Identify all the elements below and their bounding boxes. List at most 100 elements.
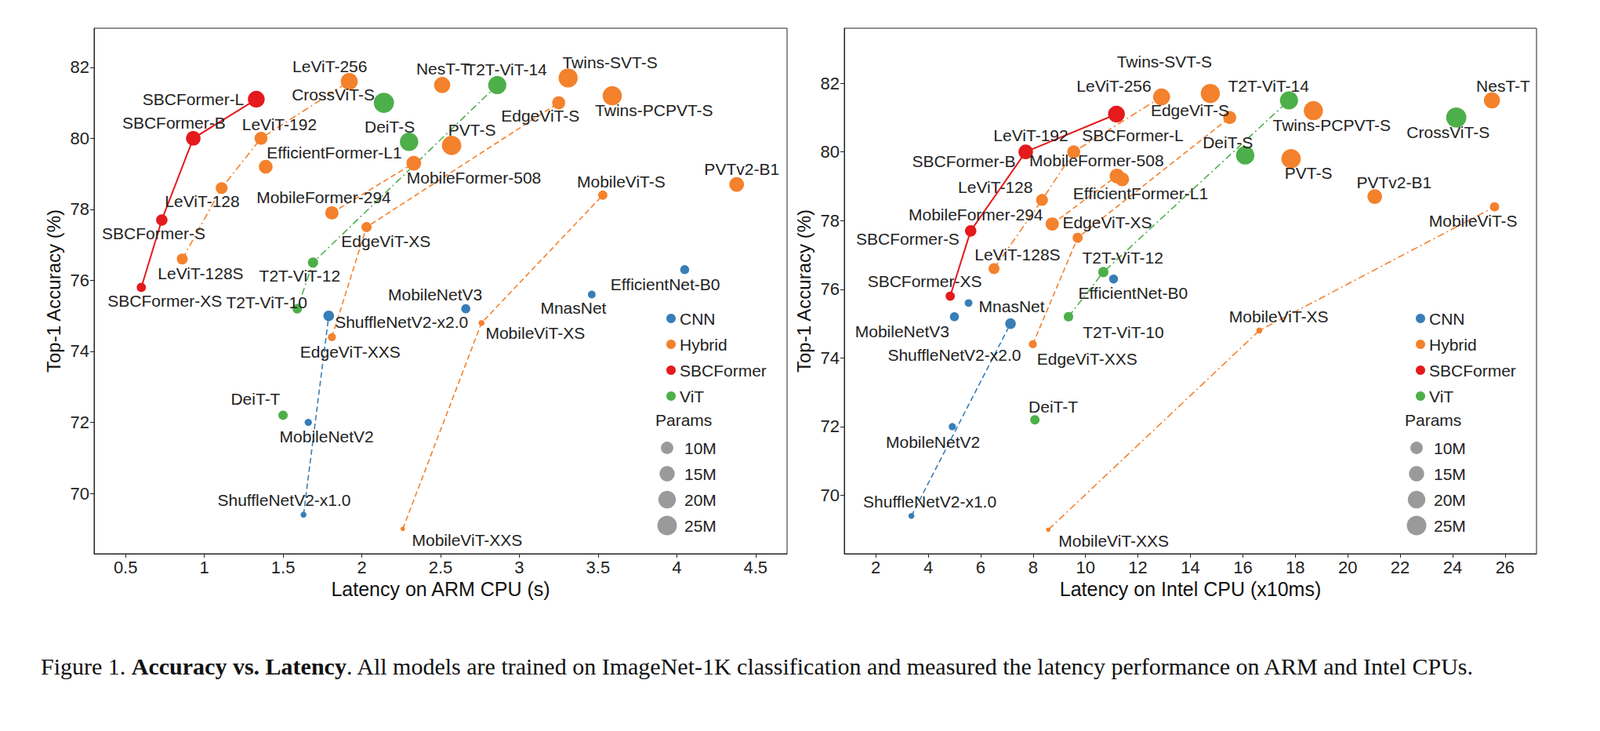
svg-text:SBCFormer-L: SBCFormer-L (1081, 126, 1184, 145)
svg-text:74: 74 (820, 348, 840, 368)
svg-text:T2T-ViT-14: T2T-ViT-14 (1227, 76, 1310, 95)
svg-text:SBCFormer: SBCFormer (1429, 361, 1517, 380)
svg-text:15M: 15M (1433, 464, 1466, 483)
svg-text:EdgeViT-S: EdgeViT-S (1150, 101, 1230, 120)
svg-text:Twins-SVT-S: Twins-SVT-S (562, 53, 657, 72)
svg-text:DeiT-S: DeiT-S (1202, 133, 1253, 152)
svg-text:12: 12 (1128, 557, 1147, 577)
svg-text:MobileViT-XXS: MobileViT-XXS (411, 530, 523, 549)
svg-text:18: 18 (1285, 557, 1305, 577)
svg-text:80: 80 (70, 128, 90, 149)
svg-text:SBCFormer-XS: SBCFormer-XS (867, 272, 983, 291)
svg-text:MobileViT-S: MobileViT-S (1429, 211, 1518, 230)
svg-text:LeViT-128S: LeViT-128S (157, 264, 244, 283)
svg-text:T2T-ViT-14: T2T-ViT-14 (465, 60, 548, 79)
svg-text:20: 20 (1338, 557, 1357, 577)
svg-text:1.5: 1.5 (271, 557, 296, 577)
svg-text:PVTv2-B1: PVTv2-B1 (703, 159, 780, 178)
svg-text:EfficientNet-B0: EfficientNet-B0 (1077, 283, 1188, 302)
svg-text:4: 4 (671, 557, 682, 577)
svg-text:MobileViT-XS: MobileViT-XS (1229, 307, 1329, 326)
svg-text:76: 76 (70, 270, 90, 291)
svg-text:4: 4 (923, 557, 933, 577)
svg-text:8: 8 (1028, 557, 1038, 577)
svg-text:76: 76 (820, 279, 840, 299)
svg-text:Top-1 Accuracy (%): Top-1 Accuracy (%) (43, 209, 65, 373)
svg-text:SBCFormer-B: SBCFormer-B (122, 113, 226, 132)
svg-text:Params: Params (655, 410, 712, 429)
svg-text:70: 70 (820, 485, 840, 505)
svg-text:SBCFormer: SBCFormer (679, 361, 767, 380)
svg-text:10M: 10M (684, 439, 717, 458)
svg-text:Latency on Intel CPU (x10ms): Latency on Intel CPU (x10ms) (1059, 577, 1321, 600)
svg-text:LeViT-256: LeViT-256 (292, 57, 367, 76)
svg-text:2.5: 2.5 (428, 557, 454, 577)
svg-text:EdgeViT-XXS: EdgeViT-XXS (1037, 349, 1138, 368)
svg-text:SBCFormer-B: SBCFormer-B (912, 152, 1016, 171)
svg-text:20M: 20M (684, 490, 717, 509)
svg-text:0.5: 0.5 (113, 557, 138, 577)
svg-text:MobileViT-XXS: MobileViT-XXS (1058, 531, 1169, 550)
svg-text:Latency on ARM CPU (s): Latency on ARM CPU (s) (330, 577, 550, 600)
svg-text:CrossViT-S: CrossViT-S (1406, 123, 1490, 142)
svg-text:72: 72 (70, 412, 90, 432)
svg-text:LeViT-192: LeViT-192 (993, 126, 1068, 145)
svg-text:EdgeViT-S: EdgeViT-S (500, 106, 580, 125)
svg-text:ViT: ViT (679, 387, 704, 406)
svg-text:4.5: 4.5 (743, 557, 769, 577)
svg-text:PVT-S: PVT-S (448, 120, 497, 139)
svg-text:MobileNetV3: MobileNetV3 (855, 322, 950, 341)
svg-text:EfficientFormer-L1: EfficientFormer-L1 (1073, 184, 1209, 203)
svg-text:MnasNet: MnasNet (540, 298, 606, 317)
svg-text:MobileFormer-294: MobileFormer-294 (908, 205, 1044, 224)
svg-text:20M: 20M (1433, 490, 1466, 509)
svg-text:SBCFormer-S: SBCFormer-S (856, 229, 960, 248)
svg-text:MnasNet: MnasNet (979, 297, 1045, 316)
svg-text:T2T-ViT-10: T2T-ViT-10 (1082, 322, 1164, 342)
svg-text:16: 16 (1233, 557, 1252, 577)
svg-text:Twins-PCPVT-S: Twins-PCPVT-S (595, 101, 714, 120)
svg-text:70: 70 (70, 483, 90, 504)
svg-text:NesT-T: NesT-T (1476, 76, 1531, 95)
svg-text:LeViT-128: LeViT-128 (164, 192, 240, 211)
svg-text:25M: 25M (684, 516, 717, 535)
svg-text:T2T-ViT-12: T2T-ViT-12 (259, 266, 341, 285)
svg-text:14: 14 (1180, 557, 1200, 577)
svg-text:MobileViT-S: MobileViT-S (576, 172, 666, 191)
svg-text:22: 22 (1390, 557, 1410, 577)
svg-text:EdgeViT-XS: EdgeViT-XS (1062, 213, 1152, 232)
svg-text:2: 2 (356, 557, 367, 577)
svg-text:ShuffleNetV2-x2.0: ShuffleNetV2-x2.0 (334, 312, 469, 331)
svg-text:1: 1 (199, 557, 210, 577)
svg-text:10M: 10M (1433, 439, 1466, 458)
svg-text:78: 78 (820, 210, 840, 231)
svg-text:25M: 25M (1433, 516, 1466, 535)
svg-text:Top-1 Accuracy (%): Top-1 Accuracy (%) (793, 209, 815, 373)
svg-text:LeViT-128: LeViT-128 (957, 177, 1033, 196)
svg-text:ShuffleNetV2-x1.0: ShuffleNetV2-x1.0 (863, 492, 997, 511)
svg-text:NesT-T: NesT-T (416, 59, 471, 78)
svg-text:ShuffleNetV2-x1.0: ShuffleNetV2-x1.0 (217, 490, 351, 509)
svg-text:3: 3 (514, 557, 524, 577)
svg-text:DeiT-T: DeiT-T (230, 389, 280, 408)
svg-text:MobileNetV2: MobileNetV2 (279, 427, 374, 446)
svg-text:6: 6 (975, 557, 986, 577)
svg-text:10: 10 (1075, 557, 1095, 577)
svg-text:74: 74 (70, 341, 90, 361)
svg-text:SBCFormer-L: SBCFormer-L (142, 90, 245, 109)
svg-text:82: 82 (820, 73, 840, 94)
svg-text:MobileViT-XS: MobileViT-XS (485, 323, 585, 342)
svg-text:PVT-S: PVT-S (1284, 163, 1333, 182)
svg-text:3.5: 3.5 (586, 557, 611, 577)
svg-text:MobileNetV3: MobileNetV3 (388, 285, 483, 304)
svg-text:EdgeViT-XS: EdgeViT-XS (341, 232, 431, 251)
svg-text:LeViT-192: LeViT-192 (242, 115, 317, 134)
svg-text:EfficientNet-B0: EfficientNet-B0 (610, 275, 721, 294)
svg-text:T2T-ViT-10: T2T-ViT-10 (225, 293, 307, 312)
svg-text:SBCFormer-S: SBCFormer-S (101, 224, 206, 243)
svg-text:EdgeViT-XXS: EdgeViT-XXS (300, 342, 401, 361)
svg-text:MobileFormer-508: MobileFormer-508 (406, 168, 542, 187)
svg-text:Params: Params (1404, 410, 1462, 429)
svg-text:80: 80 (820, 141, 840, 162)
svg-text:T2T-ViT-12: T2T-ViT-12 (1081, 248, 1163, 267)
